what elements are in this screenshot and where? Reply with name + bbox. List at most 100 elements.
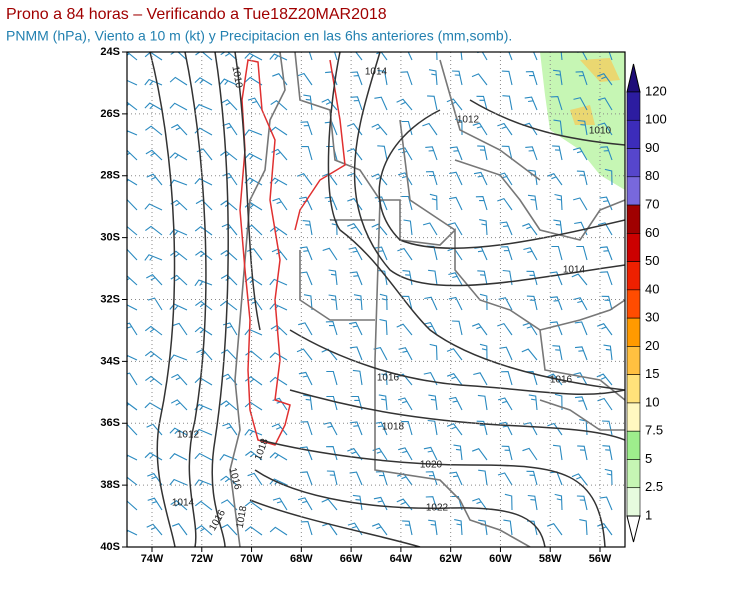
lat-label: 32S xyxy=(100,293,120,305)
colorbar-box xyxy=(626,487,641,517)
colorbar-label: 40 xyxy=(645,281,659,296)
wind-barb xyxy=(560,52,563,61)
lon-label: 64W xyxy=(390,553,413,565)
wind-barb xyxy=(477,145,488,161)
wind-barb xyxy=(194,127,213,136)
wind-barb xyxy=(379,318,388,336)
wind-barb xyxy=(269,452,288,461)
isobar-label: 1012 xyxy=(177,430,200,441)
subtitle: PNMM (hPa), Viento a 10 m (kt) y Precipi… xyxy=(6,28,512,44)
precip-contour xyxy=(239,59,291,446)
colorbar-label: 20 xyxy=(645,338,659,353)
colorbar-label: 30 xyxy=(645,310,659,325)
wind-barb xyxy=(501,145,513,161)
wind-barb xyxy=(479,293,488,311)
wind-barb xyxy=(401,295,413,311)
wind-barb xyxy=(500,246,513,261)
wind-barb xyxy=(326,370,338,386)
wind-barb xyxy=(127,178,138,186)
wind-barb xyxy=(579,519,588,536)
wind-barb xyxy=(502,269,513,286)
wind-barb xyxy=(436,52,438,61)
wind-barb xyxy=(325,321,338,336)
wind-barb xyxy=(576,245,588,261)
colorbar-cap xyxy=(626,515,641,543)
wind-barb xyxy=(499,346,513,361)
wind-barb xyxy=(146,173,163,186)
wind-barb xyxy=(169,76,188,86)
wind-barb xyxy=(497,122,513,136)
wind-barb xyxy=(471,73,488,86)
wind-barb xyxy=(449,146,463,161)
wind-barb xyxy=(170,274,188,286)
wind-barb xyxy=(194,479,213,486)
wind-barb xyxy=(396,98,413,111)
colorbar-box xyxy=(626,459,641,489)
wind-barb xyxy=(425,146,438,161)
wind-barb xyxy=(222,122,238,136)
wind-barb xyxy=(349,421,363,436)
colorbar-box xyxy=(626,119,641,149)
wind-barb xyxy=(194,178,213,186)
wind-barb xyxy=(194,452,213,461)
wind-barb xyxy=(497,472,513,486)
colorbar-label: 5 xyxy=(645,451,652,466)
wind-barb xyxy=(477,394,488,411)
wind-barb xyxy=(396,323,413,336)
wind-barb xyxy=(194,77,213,86)
wind-barb xyxy=(349,346,363,361)
wind-barb xyxy=(244,429,263,436)
wind-barb xyxy=(522,447,538,461)
wind-barb xyxy=(301,145,313,161)
wind-barb xyxy=(247,97,263,111)
wind-barb xyxy=(170,399,188,411)
colorbar-box xyxy=(626,233,641,262)
wind-barb xyxy=(532,52,538,61)
wind-barb xyxy=(423,446,438,461)
wind-barb xyxy=(169,102,188,111)
lat-label: 40S xyxy=(100,541,120,553)
wind-barb xyxy=(402,520,413,536)
borders xyxy=(229,52,625,547)
lon-label: 70W xyxy=(240,553,263,565)
wind-barb xyxy=(127,79,138,86)
wind-barb xyxy=(573,297,588,311)
wind-barb xyxy=(522,223,538,236)
wind-barb xyxy=(423,371,438,386)
wind-barb xyxy=(195,300,213,311)
wind-barb xyxy=(422,122,438,136)
wind-barb xyxy=(429,343,438,361)
wind-barb xyxy=(501,371,513,386)
wind-barb xyxy=(170,52,188,61)
wind-barb xyxy=(473,372,488,386)
lon-label: 74W xyxy=(141,553,164,565)
colorbar-label: 10 xyxy=(645,394,659,409)
wind-barb xyxy=(503,519,513,536)
lon-label: 68W xyxy=(290,553,313,565)
isobar-label: 1010 xyxy=(229,65,244,89)
wind-barb xyxy=(574,396,588,411)
isobar-label: 1014 xyxy=(563,265,586,276)
wind-barbs xyxy=(127,52,613,536)
wind-barb xyxy=(528,394,538,411)
wind-barb xyxy=(549,271,563,286)
wind-barb xyxy=(499,221,513,236)
wind-barb xyxy=(371,173,388,186)
wind-barb xyxy=(398,172,413,186)
wind-barb xyxy=(245,450,263,461)
wind-barb xyxy=(195,525,213,536)
colorbar-label: 100 xyxy=(645,112,667,127)
wind-barb xyxy=(553,119,563,136)
lon-label: 58W xyxy=(539,553,562,565)
wind-barb xyxy=(553,69,563,86)
isobar-label: 1010 xyxy=(589,126,612,137)
wind-barb xyxy=(300,121,313,136)
wind-barb xyxy=(323,421,338,436)
wind-barb xyxy=(597,97,613,111)
lat-label: 26S xyxy=(100,108,120,120)
colorbar-label: 1 xyxy=(645,507,652,522)
wind-barb xyxy=(194,103,213,111)
wind-barb xyxy=(221,373,238,386)
wind-barb xyxy=(602,445,613,461)
colorbar-label: 50 xyxy=(645,253,659,268)
